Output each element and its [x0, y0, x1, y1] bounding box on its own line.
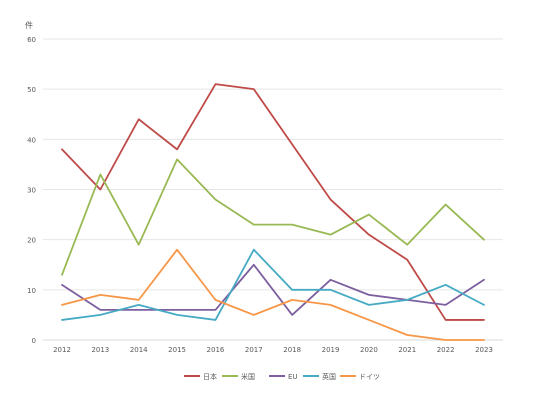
x-tick-label: 2020	[360, 346, 378, 354]
x-tick-label: 2014	[130, 346, 148, 354]
x-tick-label: 2023	[475, 346, 493, 354]
series-line-3	[61, 248, 485, 321]
y-axis-unit-label: 件	[25, 20, 33, 30]
y-tick-label: 30	[27, 187, 36, 195]
gridlines	[43, 38, 503, 341]
y-axis-ticks: 0 10 20 30 40 50 60	[27, 36, 36, 345]
x-tick-label: 2016	[207, 346, 225, 354]
x-axis-ticks: 2012 2013 2014 2015 2016 2017 2018 2019 2020 2021…	[53, 346, 493, 354]
y-tick-label: 10	[27, 287, 36, 295]
legend-label: 英国	[322, 372, 336, 381]
legend-label: 日本	[203, 372, 217, 381]
y-tick-label: 20	[27, 237, 36, 245]
x-tick-label: 2022	[437, 346, 455, 354]
x-tick-label: 2018	[283, 346, 301, 354]
legend-item-0[interactable]: 日本	[184, 372, 217, 381]
legend-item-3[interactable]: 英国	[303, 372, 336, 381]
series-lines	[61, 83, 485, 341]
x-tick-label: 2021	[398, 346, 416, 354]
x-tick-label: 2013	[91, 346, 109, 354]
legend-item-2[interactable]: EU	[269, 373, 298, 381]
y-tick-label: 0	[32, 337, 36, 345]
legend[interactable]: 日本 米国 EU 英国 ドイツ	[184, 372, 380, 381]
legend-label: ドイツ	[359, 373, 380, 381]
x-tick-label: 2012	[53, 346, 71, 354]
series-line-2	[61, 263, 485, 316]
series-line-4	[61, 248, 485, 341]
x-tick-label: 2017	[245, 346, 263, 354]
legend-item-1[interactable]: 米国	[222, 372, 255, 381]
series-line-0	[61, 83, 485, 321]
x-tick-label: 2015	[168, 346, 186, 354]
legend-label: EU	[288, 373, 298, 381]
x-tick-label: 2019	[322, 346, 340, 354]
series-line-1	[61, 158, 485, 276]
y-tick-label: 60	[27, 36, 36, 44]
legend-label: 米国	[241, 372, 255, 381]
y-tick-label: 40	[27, 136, 36, 144]
y-tick-label: 50	[27, 86, 36, 94]
legend-item-4[interactable]: ドイツ	[340, 373, 380, 381]
